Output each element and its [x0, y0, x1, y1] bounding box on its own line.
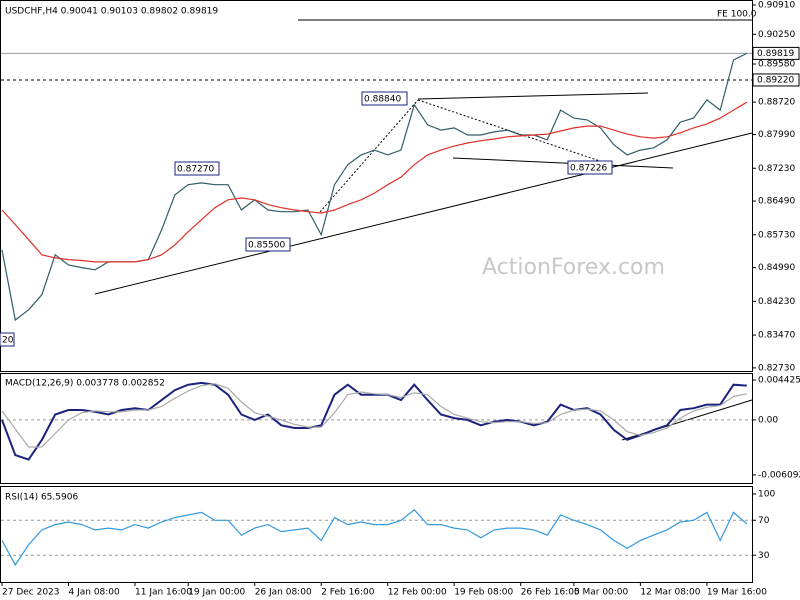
y-tick-label: 30 [758, 551, 770, 561]
y-tick-label: 0.90910 [758, 0, 795, 10]
rsi-panel [0, 486, 753, 583]
y-tick-label: 0.84230 [758, 297, 795, 307]
x-tick-label: 19 Jan 00:00 [188, 588, 245, 598]
x-tick-label: 12 Feb 00:00 [388, 588, 447, 598]
x-tick-label: 27 Dec 2023 [2, 588, 60, 598]
price-panel [0, 0, 753, 372]
y-tick-label: 0.86490 [758, 197, 795, 207]
x-tick-label: 26 Jan 08:00 [255, 588, 312, 598]
y-tick-label: 0.82730 [758, 363, 795, 373]
annotation: 20 [2, 336, 14, 346]
series-line [1, 381, 747, 461]
y-tick-label: 0.004425 [758, 375, 800, 385]
panel-title: USDCHF,H4 0.90041 0.90103 0.89802 0.8981… [5, 7, 218, 17]
y-tick-label: 0.89580 [758, 59, 795, 69]
y-tick-label: 70 [758, 516, 770, 526]
series-line [1, 383, 747, 448]
y-tick-label: 0.83470 [758, 331, 795, 341]
x-tick-label: 2 Feb 16:00 [321, 588, 375, 598]
price-label: 0.89220 [757, 75, 794, 85]
y-tick-label: 0.84990 [758, 263, 795, 273]
x-tick-label: 4 Jan 08:00 [69, 588, 121, 598]
annotation: 0.85500 [248, 241, 285, 251]
annotation-box [245, 237, 291, 252]
y-tick-label: -0.006092 [758, 470, 800, 480]
y-tick-label: 0.90250 [758, 30, 795, 40]
annotation: 0.88840 [364, 95, 401, 105]
trend-line [319, 99, 419, 213]
y-tick-label: 0.00 [758, 415, 778, 425]
annotation: 0.87270 [177, 165, 214, 175]
panel-title: RSI(14) 65.5906 [5, 493, 78, 503]
y-tick-label: 0.85730 [758, 230, 795, 240]
x-tick-label: 19 Feb 08:00 [454, 588, 513, 598]
annotation-box [567, 160, 613, 175]
annotation-box [174, 161, 220, 176]
y-tick-label: 0.88720 [758, 98, 795, 108]
price-label-box [752, 73, 800, 87]
y-tick-label: 0.87230 [758, 164, 795, 174]
trend-line [417, 92, 649, 100]
x-tick-label: 11 Jan 16:00 [135, 588, 192, 598]
trend-line [452, 157, 674, 169]
x-tick-label: 5 Mar 00:00 [574, 588, 629, 598]
x-tick-label: 12 Mar 08:00 [640, 588, 700, 598]
annotation: 0.87226 [570, 164, 607, 174]
annotation: FE 100.0 [717, 10, 757, 20]
x-tick-label: 26 Feb 16:00 [521, 588, 580, 598]
price-label-box [752, 46, 800, 60]
x-tick-label: 19 Mar 16:00 [707, 588, 767, 598]
watermark: ActionForex.com [482, 255, 665, 280]
y-tick-label: 100 [758, 490, 775, 500]
trend-line [94, 132, 753, 295]
series-line [1, 508, 748, 567]
price-label: 0.89819 [757, 49, 794, 59]
macd-panel [0, 373, 753, 484]
panel-title: MACD(12,26,9) 0.003778 0.002852 [5, 379, 165, 389]
annotation-box [361, 91, 408, 106]
annotation-box [0, 332, 15, 347]
y-tick-label: 0.87990 [758, 130, 795, 140]
series-line [1, 101, 748, 263]
